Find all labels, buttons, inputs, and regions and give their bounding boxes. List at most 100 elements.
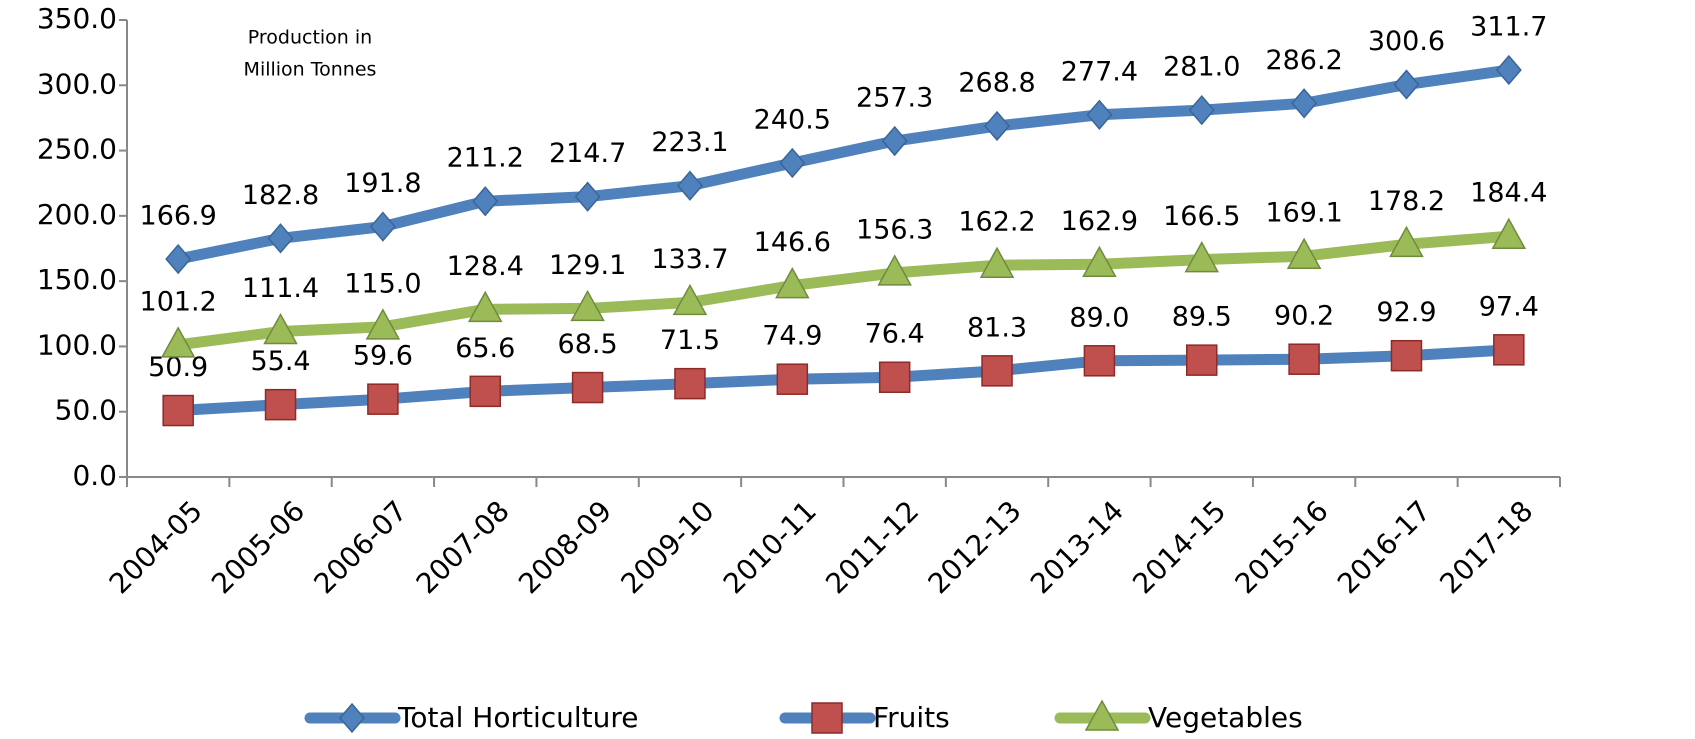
data-point <box>676 170 703 201</box>
legend-marker <box>811 702 843 734</box>
data-label: 169.1 <box>1265 198 1342 229</box>
data-label: 268.8 <box>958 68 1035 99</box>
x-tick-label: 2014-15 <box>1126 494 1232 600</box>
data-label: 184.4 <box>1470 178 1547 209</box>
data-label: 178.2 <box>1368 186 1445 217</box>
y-tick-label: 100.0 <box>37 328 117 361</box>
data-point <box>571 371 604 404</box>
data-point <box>1491 217 1527 249</box>
y-tick-label: 50.0 <box>55 394 117 427</box>
data-label: 300.6 <box>1368 26 1445 57</box>
data-point <box>165 243 192 275</box>
y-tick-label: 0.0 <box>72 459 117 492</box>
data-label: 311.7 <box>1470 12 1547 43</box>
data-label: 89.0 <box>1069 302 1129 333</box>
annotation: Million Tonnes <box>244 59 377 81</box>
data-label: 286.2 <box>1265 45 1342 76</box>
x-tick-label: 2006-07 <box>307 494 413 600</box>
data-label: 156.3 <box>856 214 933 245</box>
data-point <box>1390 339 1423 372</box>
data-label: 277.4 <box>1061 56 1138 87</box>
data-point <box>779 147 806 179</box>
data-point <box>674 367 706 400</box>
x-tick-label: 2016-17 <box>1331 494 1437 600</box>
data-label: 111.4 <box>242 273 319 304</box>
x-tick-label: 2009-10 <box>615 494 721 600</box>
data-point <box>1286 237 1322 269</box>
data-point <box>877 254 912 286</box>
x-tick-label: 2004-05 <box>103 494 209 600</box>
series-line <box>172 230 1515 351</box>
data-point <box>570 289 605 322</box>
series-line <box>172 344 1515 417</box>
data-point <box>1393 69 1420 100</box>
data-label: 68.5 <box>558 329 618 360</box>
data-label: 257.3 <box>856 83 933 114</box>
data-point <box>1291 88 1318 119</box>
data-label: 214.7 <box>549 138 626 169</box>
data-label: 128.4 <box>447 251 524 282</box>
data-label: 240.5 <box>754 104 831 135</box>
x-tick-label: 2017-18 <box>1433 494 1539 600</box>
y-tick-label: 350.0 <box>37 2 117 35</box>
data-label: 97.4 <box>1479 291 1539 322</box>
data-label: 281.0 <box>1163 52 1240 83</box>
legend-label: Total Horticulture <box>397 701 639 734</box>
data-label: 182.8 <box>242 180 319 211</box>
data-point <box>574 181 601 212</box>
data-point <box>369 211 396 242</box>
data-label: 115.0 <box>344 268 421 299</box>
data-point <box>264 388 297 421</box>
data-point <box>1186 344 1218 376</box>
data-point <box>267 223 294 254</box>
data-point <box>472 186 499 217</box>
x-tick-label: 2015-16 <box>1229 494 1335 600</box>
data-label: 55.4 <box>250 346 310 377</box>
data-label: 223.1 <box>651 127 728 158</box>
y-tick-label: 300.0 <box>37 67 117 100</box>
data-point <box>367 383 399 415</box>
data-point <box>160 326 196 358</box>
data-label: 71.5 <box>660 325 720 356</box>
data-label: 162.9 <box>1061 206 1138 237</box>
data-point <box>1495 54 1522 86</box>
x-tick-label: 2012-13 <box>922 494 1028 600</box>
data-label: 129.1 <box>549 250 626 281</box>
x-tick-label: 2013-14 <box>1024 494 1130 600</box>
data-point <box>1082 245 1117 278</box>
data-point <box>1288 343 1320 375</box>
annotation: Production in <box>248 27 372 49</box>
x-tick-label: 2011-12 <box>819 494 925 600</box>
y-tick-label: 150.0 <box>37 263 117 296</box>
legend-marker <box>1084 699 1120 731</box>
data-label: 146.6 <box>754 227 831 258</box>
data-point <box>775 267 810 299</box>
data-point <box>1086 99 1113 130</box>
data-point <box>1188 94 1215 126</box>
data-label: 162.2 <box>958 207 1035 238</box>
data-label: 166.5 <box>1163 201 1240 232</box>
x-tick-label: 2005-06 <box>205 494 311 600</box>
data-point <box>263 312 298 345</box>
data-point <box>1493 334 1525 366</box>
data-label: 65.6 <box>455 333 515 364</box>
data-label: 166.9 <box>140 201 217 232</box>
data-point <box>979 246 1015 278</box>
data-label: 76.4 <box>865 319 925 350</box>
data-point <box>776 363 809 395</box>
data-label: 90.2 <box>1274 301 1334 332</box>
legend-label: Fruits <box>873 701 950 734</box>
data-label: 81.3 <box>967 312 1027 343</box>
data-label: 89.5 <box>1172 302 1232 333</box>
y-tick-label: 250.0 <box>37 133 117 166</box>
data-point <box>365 308 401 340</box>
legend-marker <box>339 702 365 734</box>
data-label: 92.9 <box>1376 297 1436 328</box>
data-point <box>1083 345 1116 377</box>
data-point <box>878 361 911 393</box>
x-tick-label: 2008-09 <box>512 494 618 600</box>
series-line <box>172 64 1515 265</box>
data-label: 74.9 <box>762 321 822 352</box>
legend-label: Vegetables <box>1148 701 1303 734</box>
y-tick-label: 200.0 <box>37 198 117 231</box>
